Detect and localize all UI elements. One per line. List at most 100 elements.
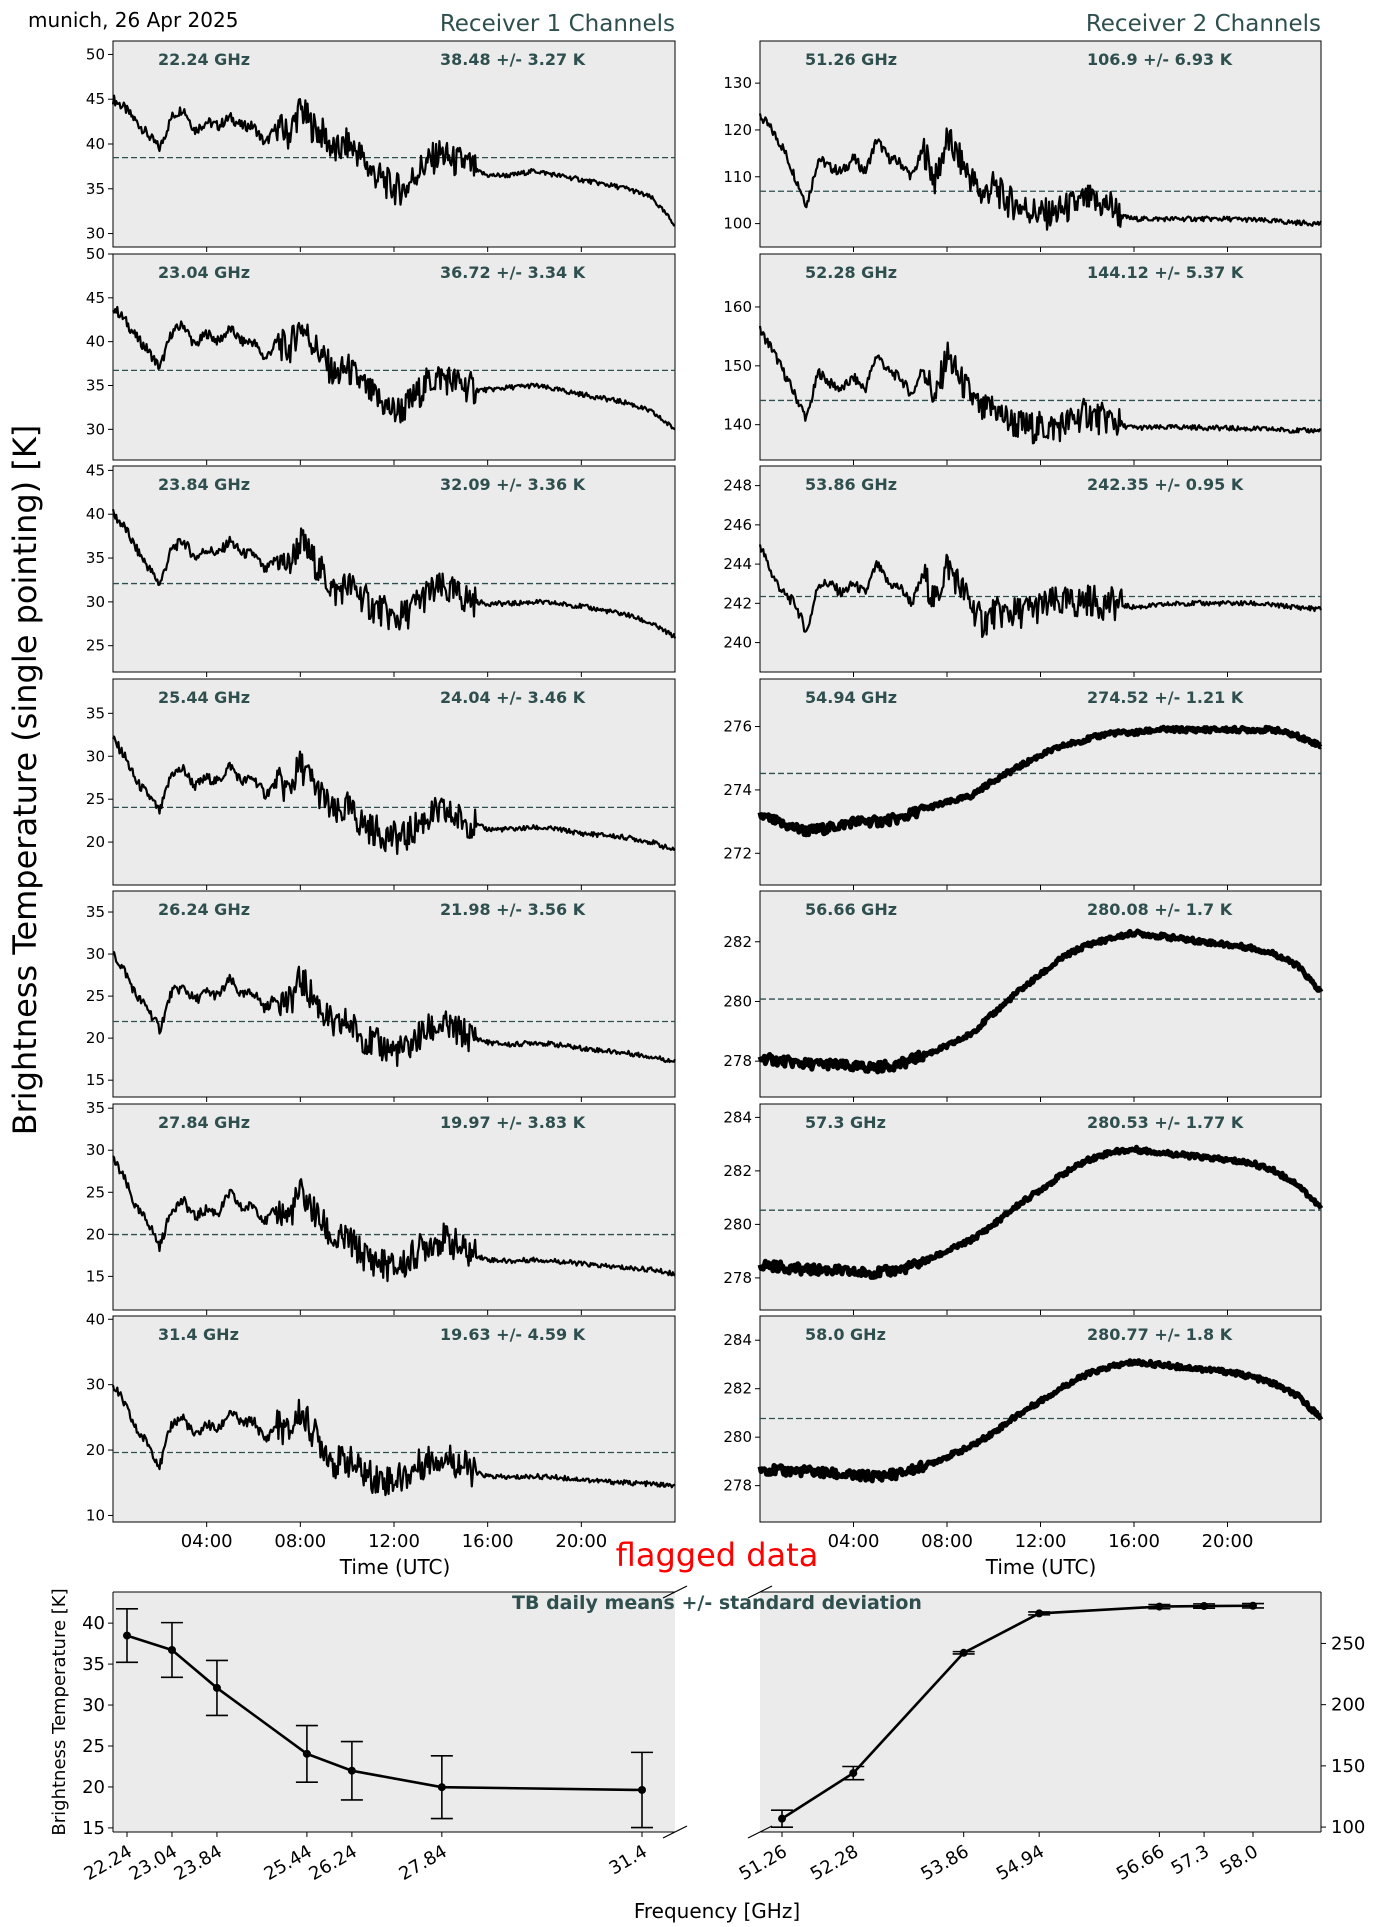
- stats-label: 106.9 +/- 6.93 K: [1087, 50, 1233, 69]
- mean-point: [438, 1783, 446, 1791]
- y-tick-label: 50: [86, 45, 105, 63]
- left-y-tick-label: 20: [82, 1777, 105, 1798]
- freq-tick-label: 57.3: [1168, 1841, 1213, 1879]
- y-tick-label: 45: [86, 461, 105, 479]
- channel-panel: 14015016052.28 GHz144.12 +/- 5.37 K: [723, 254, 1321, 465]
- y-tick-label: 284: [723, 1108, 752, 1126]
- y-tick-label: 20: [86, 1225, 105, 1243]
- mean-point: [213, 1684, 221, 1692]
- y-tick-label: 40: [86, 1310, 105, 1328]
- freq-tick-label: 27.84: [396, 1841, 451, 1885]
- main-y-axis-label: Brightness Temperature (single pointing)…: [6, 425, 44, 1136]
- axis-break-gap: [675, 1585, 760, 1845]
- panel-background: [113, 466, 675, 672]
- receiver1-title: Receiver 1 Channels: [440, 11, 675, 37]
- y-tick-label: 278: [723, 1052, 752, 1070]
- y-tick-label: 45: [86, 289, 105, 307]
- panel-background: [113, 41, 675, 247]
- y-tick-label: 35: [86, 549, 105, 567]
- freq-tick-label: 56.66: [1113, 1841, 1168, 1885]
- channel-panel: 27227427654.94 GHz274.52 +/- 1.21 K: [723, 679, 1321, 890]
- stats-label: 280.08 +/- 1.7 K: [1087, 900, 1233, 919]
- frequency-label: 51.26 GHz: [805, 50, 897, 69]
- channel-panel: 1020304031.4 GHz19.63 +/- 4.59 K: [86, 1310, 675, 1527]
- y-tick-label: 20: [86, 1029, 105, 1047]
- y-tick-label: 30: [86, 1141, 105, 1159]
- frequency-label: 53.86 GHz: [805, 475, 897, 494]
- y-tick-label: 150: [723, 357, 752, 375]
- y-tick-label: 20: [86, 833, 105, 851]
- y-tick-label: 35: [86, 903, 105, 921]
- stats-label: 280.77 +/- 1.8 K: [1087, 1325, 1233, 1344]
- stats-label: 32.09 +/- 3.36 K: [440, 475, 586, 494]
- y-tick-label: 35: [86, 376, 105, 394]
- y-tick-label: 280: [723, 1215, 752, 1233]
- freq-tick-label: 52.28: [807, 1841, 862, 1885]
- right-y-tick-label: 200: [1331, 1695, 1365, 1716]
- channel-panel: 303540455022.24 GHz38.48 +/- 3.27 K: [86, 41, 675, 252]
- x-tick-label: 08:00: [921, 1531, 973, 1552]
- panel-background: [760, 466, 1321, 672]
- frequency-label: 54.94 GHz: [805, 688, 897, 707]
- y-tick-label: 110: [723, 168, 752, 186]
- left-y-tick-label: 25: [82, 1736, 105, 1757]
- mean-point: [1249, 1602, 1257, 1610]
- freq-tick-label: 23.84: [171, 1841, 226, 1885]
- x-tick-label: 16:00: [1108, 1531, 1160, 1552]
- y-tick-label: 278: [723, 1477, 752, 1495]
- y-tick-label: 25: [86, 790, 105, 808]
- y-tick-label: 282: [723, 1162, 752, 1180]
- freq-tick-label: 51.26: [736, 1841, 791, 1885]
- channel-panel: 152025303527.84 GHz19.97 +/- 3.83 K: [86, 1099, 675, 1315]
- y-tick-label: 130: [723, 74, 752, 92]
- y-tick-label: 40: [86, 333, 105, 351]
- y-tick-label: 35: [86, 180, 105, 198]
- y-tick-label: 120: [723, 121, 752, 139]
- left-y-tick-label: 15: [82, 1818, 105, 1839]
- y-tick-label: 282: [723, 933, 752, 951]
- frequency-label: 25.44 GHz: [158, 688, 250, 707]
- y-tick-label: 10: [86, 1506, 105, 1524]
- y-tick-label: 15: [86, 1071, 105, 1089]
- channel-panel: 10011012013051.26 GHz106.9 +/- 6.93 K: [723, 41, 1321, 252]
- y-tick-label: 35: [86, 1099, 105, 1117]
- y-tick-label: 248: [723, 477, 752, 495]
- y-tick-label: 278: [723, 1269, 752, 1287]
- y-tick-label: 35: [86, 704, 105, 722]
- x-tick-label: 20:00: [555, 1531, 607, 1552]
- y-tick-label: 240: [723, 634, 752, 652]
- mean-point: [1155, 1603, 1163, 1611]
- y-tick-label: 246: [723, 516, 752, 534]
- mean-point: [1035, 1609, 1043, 1617]
- y-tick-label: 40: [86, 505, 105, 523]
- mean-point: [849, 1769, 857, 1777]
- stats-label: 36.72 +/- 3.34 K: [440, 263, 586, 282]
- y-tick-label: 280: [723, 992, 752, 1010]
- left-y-tick-label: 35: [82, 1654, 105, 1675]
- channel-panel: 27828028228458.0 GHz280.77 +/- 1.8 K: [723, 1316, 1321, 1527]
- frequency-label: 52.28 GHz: [805, 263, 897, 282]
- frequency-label: 22.24 GHz: [158, 50, 250, 69]
- freq-tick-label: 53.86: [917, 1841, 972, 1885]
- stats-label: 280.53 +/- 1.77 K: [1087, 1113, 1244, 1132]
- panel-background: [760, 679, 1321, 885]
- frequency-label: 27.84 GHz: [158, 1113, 250, 1132]
- y-tick-label: 272: [723, 844, 752, 862]
- left-y-tick-label: 30: [82, 1695, 105, 1716]
- y-tick-label: 30: [86, 420, 105, 438]
- y-tick-label: 30: [86, 225, 105, 243]
- stats-label: 21.98 +/- 3.56 K: [440, 900, 586, 919]
- y-tick-label: 280: [723, 1428, 752, 1446]
- stats-label: 144.12 +/- 5.37 K: [1087, 263, 1244, 282]
- frequency-label: 58.0 GHz: [805, 1325, 886, 1344]
- frequency-label: 56.66 GHz: [805, 900, 897, 919]
- frequency-label: 23.04 GHz: [158, 263, 250, 282]
- flagged-data-label: flagged data: [616, 1536, 819, 1574]
- y-tick-label: 40: [86, 135, 105, 153]
- mean-point: [638, 1786, 646, 1794]
- frequency-label: 23.84 GHz: [158, 475, 250, 494]
- freq-tick-label: 54.94: [993, 1841, 1048, 1885]
- y-tick-label: 276: [723, 718, 752, 736]
- channel-panel: 27828028228457.3 GHz280.53 +/- 1.77 K: [723, 1104, 1321, 1315]
- channel-panel: 24024224424624853.86 GHz242.35 +/- 0.95 …: [723, 466, 1321, 677]
